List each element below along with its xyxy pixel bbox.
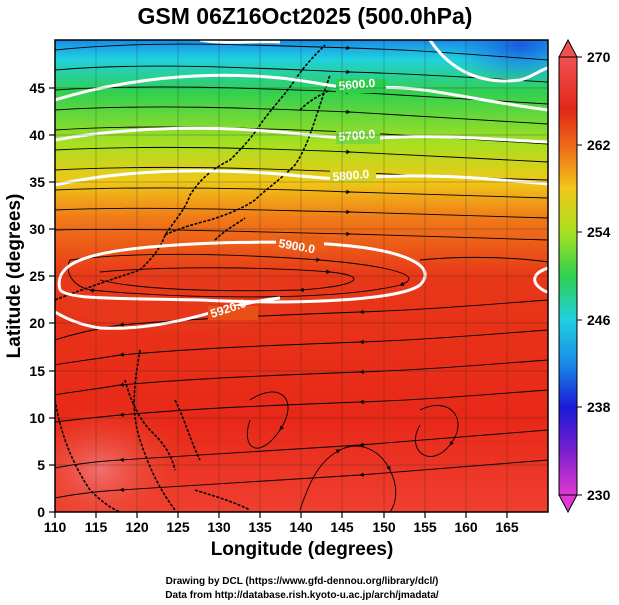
x-tick-label: 140 [289,519,313,535]
colorbar-label: 230 [587,487,611,503]
colorbar-label: 270 [587,49,611,65]
x-tick-label: 115 [85,519,108,535]
x-tick-label: 125 [166,519,190,535]
y-tick-label: 20 [29,315,45,331]
map-grid [55,40,548,512]
x-tick-label: 145 [330,519,354,535]
colorbar-bottom-arrow [558,494,578,514]
contour-label: 5800.0 [332,167,370,184]
plot-area: 5600.0 5700.0 5800.0 5900.0 5920.0 [55,40,548,512]
x-axis-title: Longitude (degrees) [211,539,394,560]
credit-drawing: Drawing by DCL (https://www.gfd-dennou.o… [166,576,439,587]
axis-ticks [49,87,508,518]
contour-label: 5600.0 [338,76,376,93]
colorbar-label: 238 [587,399,611,415]
colorbar-label: 246 [587,312,611,328]
colorbar-label: 262 [587,137,611,153]
x-tick-label: 130 [207,519,231,535]
x-tick-label: 165 [495,519,519,535]
contour-label: 5900.0 [277,236,316,256]
y-tick-label: 35 [29,174,45,190]
contour-labels: 5600.0 5700.0 5800.0 5900.0 5920.0 [208,76,386,321]
x-tick-label: 150 [372,519,396,535]
y-tick-label: 45 [29,80,45,96]
x-tick-label: 135 [248,519,272,535]
contour-label: 5700.0 [338,127,376,144]
y-tick-label: 10 [29,410,45,426]
contour-line [57,240,427,304]
contour-line [55,126,548,144]
y-tick-label: 15 [29,363,45,379]
y-axis-title: Latitude (degrees) [4,194,25,359]
colorbar-top-arrow [558,38,578,58]
contour-line [55,169,548,187]
colorbar: 270 262 254 246 238 230 [558,38,611,514]
map-title: GSM 06Z16Oct2025 (500.0hPa) [138,3,473,29]
y-tick-label: 40 [29,127,45,143]
x-tick-label: 110 [44,519,67,535]
contour-line [533,266,548,294]
y-tick-labels: 0 5 10 15 20 25 30 35 40 45 [29,80,45,520]
contour-line [199,40,281,44]
contour-line [55,73,548,112]
credit-data-source: Data from http://database.rish.kyoto-u.a… [165,590,439,601]
y-tick-label: 0 [37,504,45,520]
cold-core-region [450,40,548,85]
x-tick-labels: 110 115 120 125 130 135 140 145 150 155 … [44,519,519,535]
y-tick-label: 25 [29,268,45,284]
colorbar-label: 254 [587,224,611,240]
contour-line [428,40,548,83]
colorbar-scale [558,56,578,496]
x-tick-label: 160 [454,519,478,535]
x-tick-label: 155 [413,519,437,535]
y-tick-label: 5 [37,457,45,473]
contour-line [55,296,281,330]
height-contours [55,40,548,330]
x-tick-label: 120 [125,519,149,535]
y-tick-label: 30 [29,221,45,237]
